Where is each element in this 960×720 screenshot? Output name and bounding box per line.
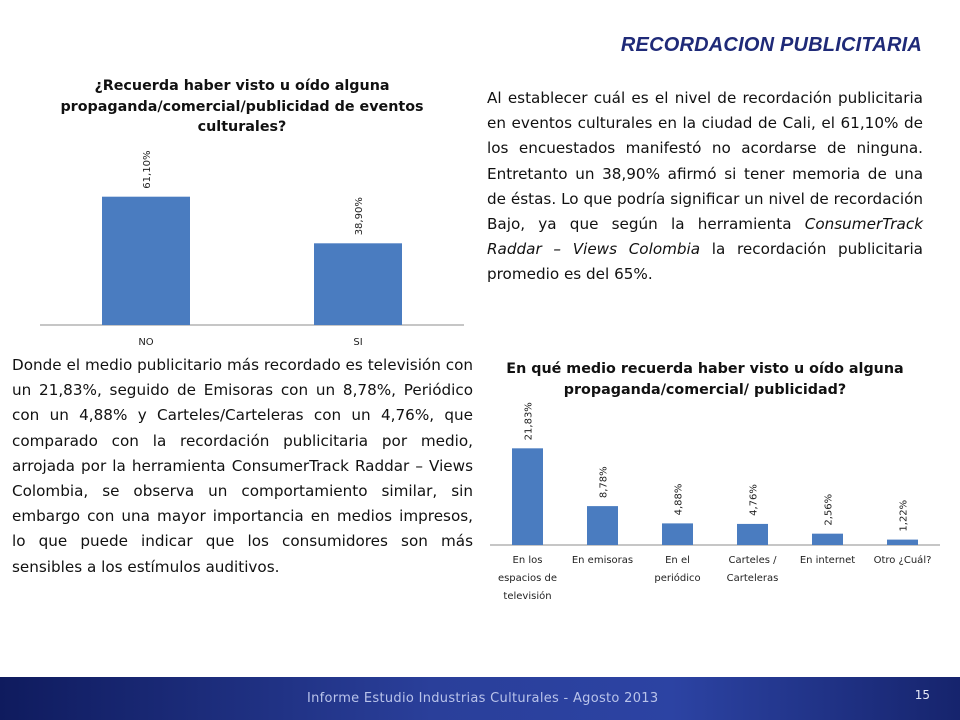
bar: [662, 523, 693, 545]
bar: [314, 243, 402, 325]
category-label-line: NO: [138, 337, 153, 348]
footer-text: Informe Estudio Industrias Culturales - …: [307, 691, 659, 706]
data-label: 38,90%: [354, 197, 365, 235]
slide-title: RECORDACION PUBLICITARIA: [620, 34, 922, 56]
recall-analysis-tool-name: ConsumerTrack Raddar – Views Colombia: [487, 215, 923, 259]
category-label: NO: [138, 337, 153, 348]
chart1-recall-yes-no: 61,10% NO 38,90% SI: [40, 151, 464, 348]
bar: [587, 506, 618, 545]
category-label-line: periódico: [654, 572, 700, 584]
category-label: SI: [353, 337, 362, 348]
category-label: En emisoras: [572, 555, 633, 566]
bar: [737, 523, 768, 545]
data-label: 1,22%: [899, 500, 910, 532]
category-label-line: Carteles /: [729, 555, 778, 566]
category-label: En los espacios de televisión: [498, 555, 557, 602]
recall-analysis-text-1: Al establecer cuál es el nivel de record…: [487, 89, 923, 234]
category-label-line: espacios de: [498, 573, 557, 584]
category-label-line: En internet: [800, 555, 855, 566]
data-label: 61,10%: [142, 151, 153, 189]
footer-bar: Informe Estudio Industrias Culturales - …: [0, 677, 960, 720]
bar: [512, 448, 543, 545]
category-label-line: En los: [513, 555, 543, 566]
media-analysis-paragraph: Donde el medio publicitario más recordad…: [12, 356, 473, 576]
category-label-line: televisión: [503, 590, 551, 602]
data-label: 4,88%: [674, 484, 685, 516]
category-label: En el periódico: [654, 555, 700, 584]
category-label-line: En emisoras: [572, 555, 633, 566]
page-number: 15: [914, 688, 930, 702]
bar: [102, 196, 190, 325]
category-label-line: En el: [665, 555, 690, 566]
category-label: Carteles / Carteleras: [727, 555, 779, 584]
data-label: 21,83%: [524, 402, 535, 440]
category-label: En internet: [800, 555, 855, 566]
chart2-media-recall: 21,83% En los espacios de televisión 8,78% En…: [490, 402, 940, 602]
bar: [887, 539, 918, 545]
recall-analysis-paragraph: Al establecer cuál es el nivel de record…: [487, 86, 923, 288]
recall-analysis-text-2: la recordación publicitaria promedio es …: [487, 240, 923, 284]
data-label: 2,56%: [824, 494, 835, 526]
data-label: 8,78%: [599, 466, 610, 498]
category-label-line: Carteleras: [727, 573, 779, 584]
category-label: Otro ¿Cuál?: [874, 554, 932, 566]
category-label-line: SI: [353, 337, 362, 348]
bar: [812, 533, 843, 545]
data-label: 4,76%: [749, 484, 760, 516]
chart1-title: ¿Recuerda haber visto u oído alguna prop…: [60, 78, 424, 135]
category-label-line: Otro ¿Cuál?: [874, 554, 932, 566]
chart2-title: En qué medio recuerda haber visto u oído…: [506, 361, 904, 398]
